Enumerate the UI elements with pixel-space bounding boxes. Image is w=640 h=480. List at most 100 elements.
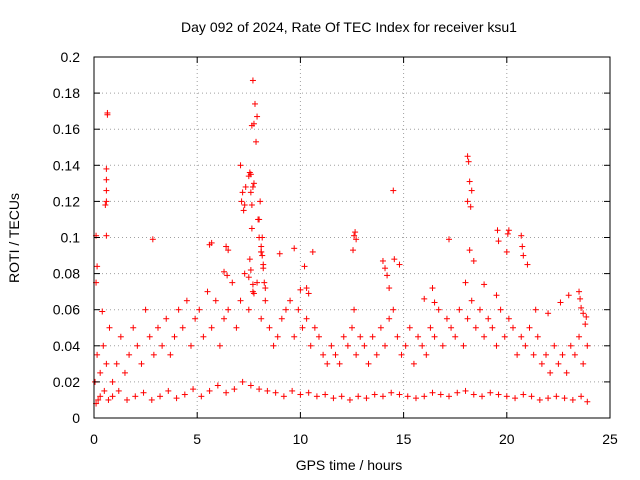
data-point — [109, 393, 116, 400]
data-point — [545, 395, 552, 402]
data-point — [528, 393, 535, 400]
data-point — [391, 256, 398, 263]
data-point — [229, 279, 236, 286]
data-point — [103, 198, 110, 205]
y-tick-label: 0.18 — [53, 85, 80, 101]
data-point — [247, 266, 254, 273]
data-point — [452, 333, 459, 340]
data-point — [159, 342, 166, 349]
data-point — [259, 252, 266, 259]
y-tick-label: 0.2 — [61, 49, 81, 65]
data-point — [241, 270, 248, 277]
data-point — [266, 324, 273, 331]
data-point — [103, 176, 110, 183]
data-point — [382, 265, 389, 272]
data-point — [260, 265, 267, 272]
data-point — [311, 324, 318, 331]
data-point — [315, 333, 322, 340]
data-point — [464, 153, 471, 160]
data-point — [501, 333, 508, 340]
data-point — [248, 202, 255, 209]
data-point — [196, 306, 203, 313]
data-point — [419, 342, 426, 349]
data-point — [241, 202, 248, 209]
data-point — [350, 247, 357, 254]
data-point — [221, 268, 228, 275]
data-point — [503, 248, 510, 255]
data-point — [140, 389, 147, 396]
data-point — [126, 351, 133, 358]
data-point — [198, 393, 205, 400]
data-point — [175, 306, 182, 313]
data-point — [505, 315, 512, 322]
data-point — [431, 299, 438, 306]
data-point — [435, 306, 442, 313]
data-point — [363, 395, 370, 402]
data-point — [330, 395, 337, 402]
data-point — [384, 272, 391, 279]
data-point — [514, 351, 521, 358]
data-point — [245, 306, 252, 313]
data-point — [309, 248, 316, 255]
data-point — [237, 162, 244, 169]
data-point — [465, 158, 472, 165]
data-point — [557, 299, 564, 306]
data-point — [258, 315, 265, 322]
data-point — [446, 236, 453, 243]
data-point — [357, 333, 364, 340]
data-point — [94, 351, 101, 358]
data-point — [332, 351, 339, 358]
data-point — [412, 395, 419, 402]
data-point — [134, 342, 141, 349]
y-tick-label: 0.08 — [53, 266, 80, 282]
data-point — [495, 391, 502, 398]
data-point — [100, 342, 107, 349]
data-point — [583, 313, 590, 320]
data-point — [303, 285, 310, 292]
data-point — [479, 393, 486, 400]
data-point — [221, 315, 228, 322]
data-point — [320, 351, 327, 358]
data-point — [106, 324, 113, 331]
data-point — [278, 315, 285, 322]
data-point — [520, 391, 527, 398]
data-point — [555, 360, 562, 367]
data-point — [497, 306, 504, 313]
data-point — [344, 342, 351, 349]
y-tick-label: 0.04 — [53, 338, 80, 354]
data-point — [238, 198, 245, 205]
data-point — [95, 396, 102, 403]
data-point — [154, 324, 161, 331]
data-point — [157, 393, 164, 400]
data-point — [361, 342, 368, 349]
x-tick-label: 25 — [602, 431, 618, 447]
data-point — [115, 387, 122, 394]
data-point — [423, 351, 430, 358]
data-point — [406, 324, 413, 331]
data-point — [396, 391, 403, 398]
data-point — [439, 342, 446, 349]
data-point — [481, 333, 488, 340]
data-point — [113, 360, 120, 367]
data-point — [519, 243, 526, 250]
data-point — [282, 306, 289, 313]
data-point — [239, 189, 246, 196]
data-point — [373, 351, 380, 358]
data-point — [576, 288, 583, 295]
data-point — [291, 333, 298, 340]
x-tick-label: 0 — [90, 431, 98, 447]
data-point — [262, 285, 269, 292]
data-point — [468, 187, 475, 194]
data-point — [421, 295, 428, 302]
x-tick-label: 20 — [499, 431, 515, 447]
data-point — [248, 225, 255, 232]
data-point — [551, 342, 558, 349]
data-point — [297, 286, 304, 293]
data-point — [247, 189, 254, 196]
data-point — [97, 369, 104, 376]
data-point — [251, 100, 258, 107]
data-point — [149, 236, 156, 243]
data-point — [225, 306, 232, 313]
data-point — [503, 393, 510, 400]
data-point — [173, 395, 180, 402]
